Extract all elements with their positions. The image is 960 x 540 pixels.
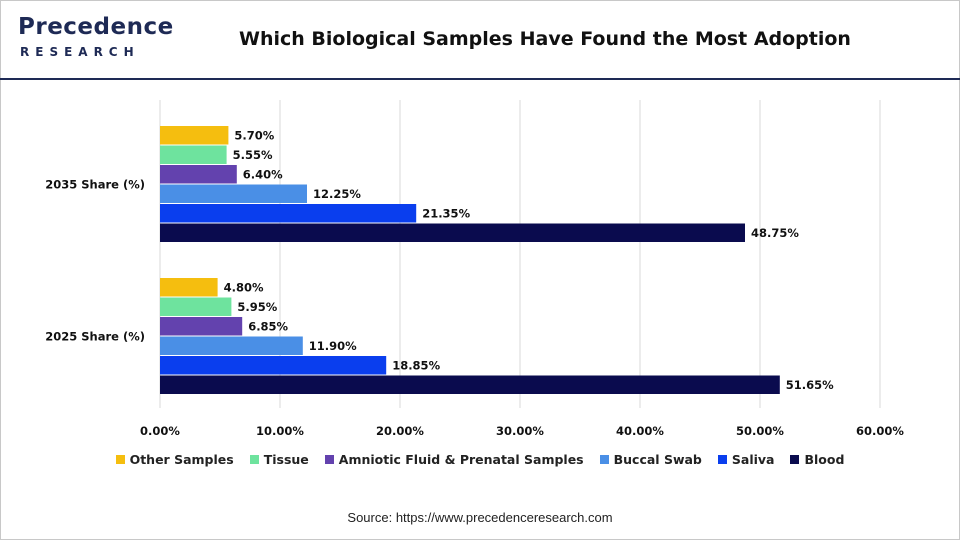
bar-value-label: 48.75% (751, 226, 799, 240)
bar-value-label: 21.35% (422, 206, 470, 220)
legend-swatch (599, 455, 609, 464)
bar (160, 317, 243, 336)
legend-label: Saliva (731, 452, 775, 467)
x-tick-label: 20.00% (376, 424, 424, 438)
legend-item: Saliva (717, 452, 775, 467)
bar (160, 297, 232, 316)
legend-label: Blood (804, 452, 845, 467)
bar-value-label: 6.40% (243, 167, 283, 181)
legend-item: Amniotic Fluid & Prenatal Samples (324, 452, 584, 467)
bar-value-label: 5.70% (234, 128, 274, 142)
legend-swatch (324, 455, 334, 464)
legend-label: Buccal Swab (613, 452, 702, 467)
x-tick-label: 10.00% (256, 424, 304, 438)
x-tick-label: 50.00% (736, 424, 784, 438)
header-divider (0, 78, 960, 80)
bar (160, 336, 303, 355)
x-tick-label: 0.00% (140, 424, 180, 438)
bar-value-label: 6.85% (248, 319, 288, 333)
bar (160, 375, 780, 394)
bar-value-label: 18.85% (392, 358, 440, 372)
legend-swatch (115, 455, 125, 464)
bar-value-label: 5.95% (237, 300, 277, 314)
precedence-research-logo: Precedence RESEARCH (18, 14, 173, 64)
x-tick-label: 30.00% (496, 424, 544, 438)
logo-wordmark: Precedence (18, 14, 174, 40)
bar-value-label: 4.80% (224, 280, 264, 294)
bar (160, 204, 417, 223)
legend-swatch (717, 455, 727, 464)
bar-value-label: 5.55% (233, 148, 273, 162)
bar-chart: 0.00% 10.00% 20.00% 30.00% 40.00% 50.00% 60.00… (45, 100, 904, 438)
chart-title: Which Biological Samples Have Found the … (239, 28, 851, 50)
bar (160, 278, 218, 297)
bar (160, 223, 745, 242)
bar (160, 184, 307, 203)
bar (160, 356, 387, 375)
legend-label: Amniotic Fluid & Prenatal Samples (338, 452, 584, 467)
y-category-label: 2025 Share (%) (45, 330, 145, 344)
y-category-label: 2035 Share (%) (45, 178, 145, 192)
legend-label: Other Samples (129, 452, 234, 467)
chart-legend: Other Samples Tissue Amniotic Fluid & Pren… (0, 452, 960, 467)
legend-item: Buccal Swab (599, 452, 702, 467)
legend-swatch (790, 455, 800, 464)
bar (160, 165, 237, 184)
legend-label: Tissue (263, 452, 309, 467)
header: Precedence RESEARCH Which Biological Sam… (0, 0, 960, 80)
legend-item: Tissue (249, 452, 309, 467)
legend-swatch (249, 455, 259, 464)
logo-subtitle: RESEARCH (20, 45, 140, 59)
legend-item: Other Samples (115, 452, 234, 467)
bar-value-label: 12.25% (313, 187, 361, 201)
legend-item: Blood (790, 452, 844, 467)
bar-value-label: 51.65% (786, 378, 834, 392)
source-note: Source: https://www.precedenceresearch.c… (347, 510, 613, 525)
x-tick-label: 60.00% (856, 424, 904, 438)
bar (160, 145, 227, 164)
x-tick-label: 40.00% (616, 424, 664, 438)
bar-value-label: 11.90% (309, 339, 357, 353)
bar (160, 126, 229, 145)
